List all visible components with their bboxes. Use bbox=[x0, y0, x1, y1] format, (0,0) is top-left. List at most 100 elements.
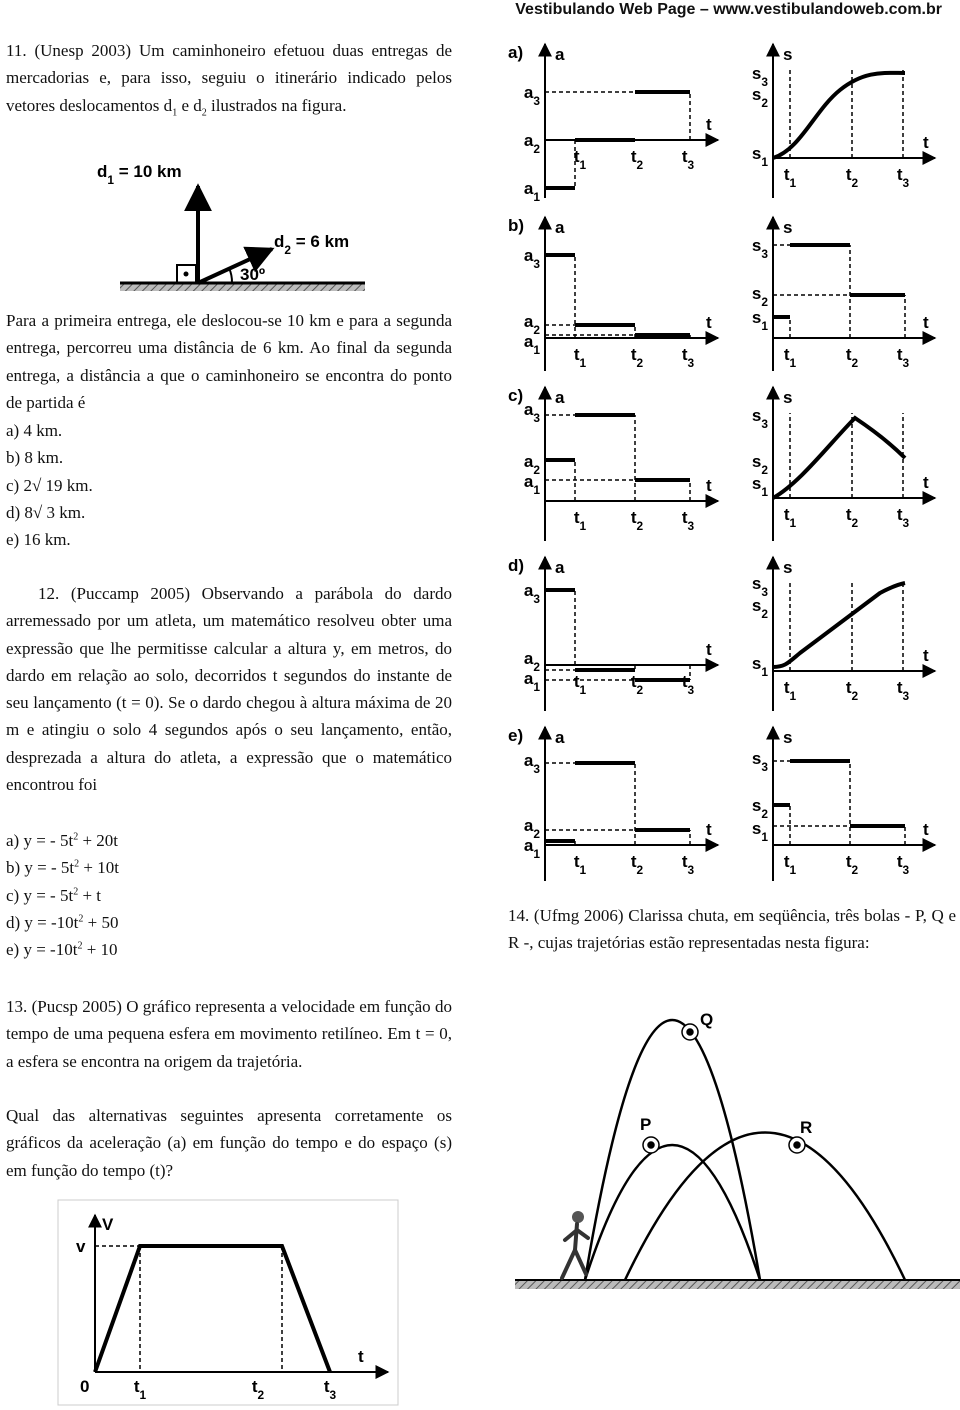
option: b) 8 km. bbox=[6, 448, 64, 468]
option-letter: c) bbox=[508, 386, 523, 405]
angle-arc bbox=[228, 267, 234, 284]
tick-label: t3 bbox=[682, 147, 695, 172]
option-letter: d) bbox=[508, 556, 524, 575]
text-run: t bbox=[897, 345, 903, 364]
text-run: t bbox=[897, 165, 903, 184]
player bbox=[560, 1211, 590, 1280]
text-run: + 10t bbox=[79, 858, 119, 878]
tick-label: t3 bbox=[897, 345, 910, 370]
subscript: 1 bbox=[533, 847, 540, 861]
question-11-options: a) 4 km. b) 8 km. c) 2√ 19 km. d) 8√ 3 km. e… bbox=[6, 417, 452, 553]
subscript: 3 bbox=[761, 75, 768, 89]
level-label: a2 bbox=[524, 649, 540, 674]
text-run: d bbox=[97, 162, 107, 181]
tick-label: t3 bbox=[897, 852, 910, 877]
tick-label: t3 bbox=[897, 678, 910, 703]
text-run: t bbox=[574, 672, 580, 691]
subscript: 3 bbox=[903, 356, 910, 370]
tick-label: t3 bbox=[682, 672, 695, 697]
level-label: a1 bbox=[524, 179, 540, 204]
subscript: 2 bbox=[637, 158, 644, 172]
subscript: 2 bbox=[533, 142, 540, 156]
text-run: s bbox=[752, 749, 761, 768]
text-run: t bbox=[784, 165, 790, 184]
level-label: a2 bbox=[524, 452, 540, 477]
option: d) y = -10t2 + 50 bbox=[6, 909, 452, 936]
text-run: a bbox=[524, 669, 534, 688]
text-run: a bbox=[524, 246, 534, 265]
text-run: s bbox=[752, 406, 761, 425]
graph-curve bbox=[772, 415, 907, 500]
option: d) 8√ 3 km. bbox=[6, 502, 86, 522]
subscript: 2 bbox=[852, 516, 859, 530]
level-label: a3 bbox=[524, 400, 540, 425]
level-label: a3 bbox=[524, 83, 540, 108]
text-run: t bbox=[574, 852, 580, 871]
option-letter: e) bbox=[508, 726, 523, 745]
text-run: a bbox=[524, 332, 534, 351]
level-label: v bbox=[76, 1237, 86, 1256]
origin-label: 0 bbox=[80, 1377, 89, 1396]
figure-13 bbox=[57, 1199, 399, 1406]
subscript: 1 bbox=[533, 680, 540, 694]
subscript: 1 bbox=[790, 356, 797, 370]
level-label: s1 bbox=[752, 144, 768, 169]
text-run: t bbox=[134, 1377, 140, 1396]
text-run: s bbox=[752, 284, 761, 303]
subscript: 2 bbox=[533, 827, 540, 841]
axis-label: s bbox=[783, 218, 792, 237]
tick-label: t3 bbox=[682, 345, 695, 370]
text-run: t bbox=[846, 345, 852, 364]
right-angle bbox=[176, 264, 197, 284]
option: a) y = - 5t2 + 20t bbox=[6, 827, 452, 854]
option: e) y = -10t2 + 10 bbox=[6, 936, 452, 963]
level-label: a1 bbox=[524, 836, 540, 861]
text-run: a bbox=[524, 312, 534, 331]
axis-label: a bbox=[555, 45, 565, 64]
text-run: t bbox=[631, 508, 637, 527]
subscript: 3 bbox=[533, 762, 540, 776]
text-run: t bbox=[324, 1377, 330, 1396]
subscript: 3 bbox=[761, 417, 768, 431]
tick-label: t3 bbox=[682, 852, 695, 877]
subscript: 3 bbox=[903, 689, 910, 703]
subscript: 2 bbox=[852, 176, 859, 190]
question-11-text-2: Para a primeira entrega, ele deslocou-se… bbox=[6, 311, 452, 412]
subscript: 3 bbox=[688, 519, 695, 533]
text-run: s bbox=[752, 796, 761, 815]
subscript: 1 bbox=[790, 863, 797, 877]
question-12-text: 12. (Puccamp 2005) Observando a parábola… bbox=[6, 584, 452, 795]
superscript: 2 bbox=[77, 940, 83, 952]
subscript: 2 bbox=[533, 660, 540, 674]
text-run: t bbox=[846, 852, 852, 871]
axis-label: t bbox=[923, 313, 929, 332]
level-label: s1 bbox=[752, 308, 768, 333]
text-run: d bbox=[274, 232, 284, 251]
text-run: t bbox=[846, 678, 852, 697]
text-run: b) y = - 5t bbox=[6, 858, 75, 878]
axis-label: t bbox=[358, 1347, 364, 1366]
level-label: s3 bbox=[752, 406, 768, 431]
subscript: 1 bbox=[580, 863, 587, 877]
subscript: 1 bbox=[580, 158, 587, 172]
question-13-text: 13. (Pucsp 2005) O gráfico representa a … bbox=[6, 997, 452, 1071]
ball-label: R bbox=[800, 1118, 812, 1137]
text-run: c) y = - 5t bbox=[6, 885, 74, 905]
tick-label: t1 bbox=[784, 505, 797, 530]
option-letter: b) bbox=[508, 216, 524, 235]
text-run: + t bbox=[78, 885, 101, 905]
level-label: s2 bbox=[752, 596, 768, 621]
subscript: 2 bbox=[761, 96, 768, 110]
text-run: a bbox=[524, 452, 534, 471]
header: Vestibulando Web Page – www.vestibulando… bbox=[515, 1, 942, 18]
angle-label: 30º bbox=[240, 265, 265, 284]
subscript: 3 bbox=[903, 516, 910, 530]
question-14-text: 14. (Ufmg 2006) Clarissa chuta, em seqüê… bbox=[508, 906, 956, 953]
axis-label: t bbox=[923, 473, 929, 492]
vector-label: d1 = 10 km bbox=[97, 162, 182, 187]
text-run: s bbox=[752, 819, 761, 838]
vector-d2 bbox=[197, 246, 275, 285]
